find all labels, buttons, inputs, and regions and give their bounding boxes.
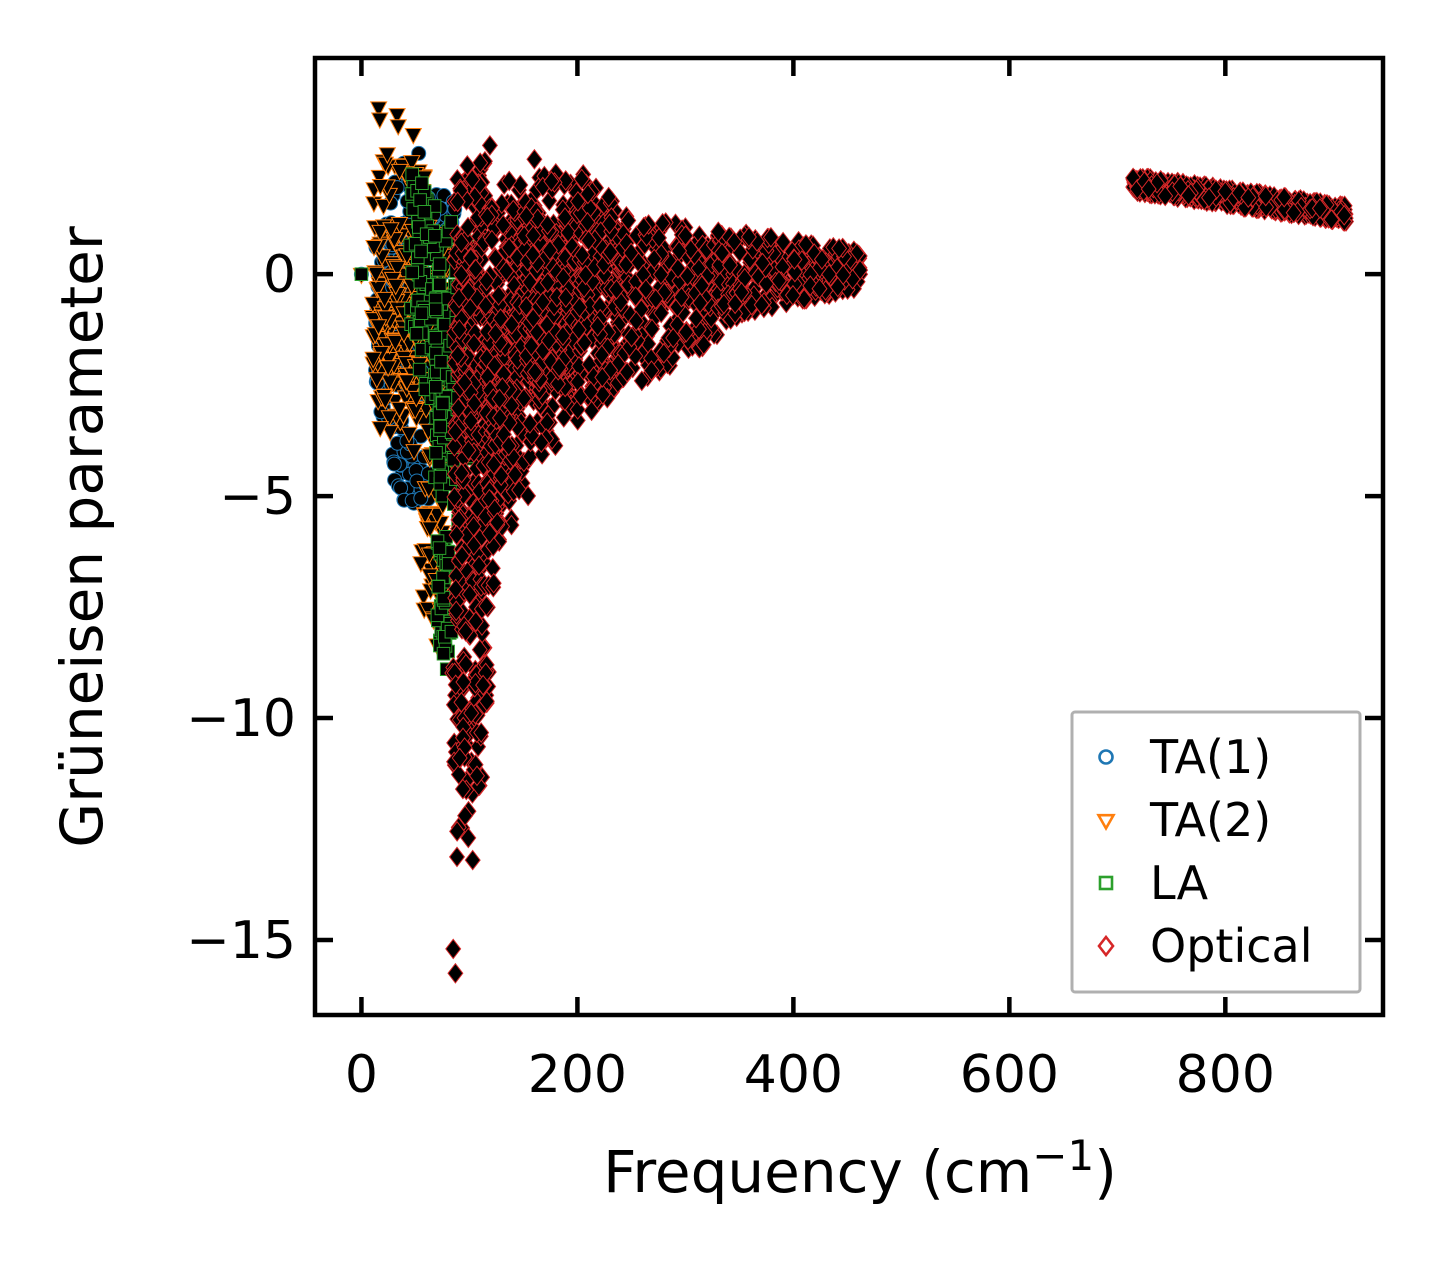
data-point [434,488,451,504]
data-point [432,276,448,292]
data-point [431,540,448,556]
data-point [428,445,444,461]
data-point [413,243,429,260]
legend-marker-optical-diamond-icon [1097,934,1115,958]
tick-marks [315,58,1383,1015]
axes-frame [312,55,1386,1018]
data-point [411,361,428,378]
data-point [412,192,428,208]
data-point [416,204,433,220]
data-point [444,937,463,960]
x-axis-label: Frequency (cm−1) [603,1131,1117,1206]
y-tick-label: −10 [186,689,296,749]
data-point [353,266,370,282]
legend-marker-ta2-triangle-icon [1096,813,1116,832]
y-axis-label: Grüneisen parameter [48,226,116,848]
x-tick-labels: 0 200 400 600 800 [345,1045,1275,1105]
legend: TA(1) TA(2) LA Optical [1070,710,1362,994]
y-tick-label: −5 [219,467,296,527]
data-point [403,127,423,146]
data-point [413,305,430,321]
data-point [388,118,408,137]
data-point [431,256,448,272]
data-point [430,579,446,595]
data-point [435,646,452,662]
data-point [404,264,420,281]
legend-label-ta2: TA(2) [1149,793,1271,847]
data-point [463,849,482,872]
x-tick-label: 800 [1176,1045,1275,1105]
y-tick-label: −15 [186,911,296,971]
data-point [428,301,444,317]
legend-label-ta1: TA(1) [1149,730,1271,784]
legend-label-optical: Optical [1150,919,1312,973]
x-tick-label: 400 [744,1045,843,1105]
data-point [446,962,465,985]
data-point [432,418,448,435]
y-tick-labels: 0 −5 −10 −15 [186,245,296,971]
x-tick-label: 0 [345,1045,378,1105]
data-point [427,330,444,346]
x-tick-label: 200 [528,1045,627,1105]
data-point [428,379,444,395]
data-point [392,479,410,497]
data-point [525,148,544,171]
legend-box [1070,710,1362,994]
legend-label-la: LA [1150,856,1209,910]
y-tick-label: 0 [263,245,296,305]
data-point [427,228,443,244]
data-point [385,455,403,473]
data-point [408,326,425,342]
x-tick-label: 600 [960,1045,1059,1105]
data-point [432,469,449,485]
legend-marker-la-square-icon [1098,875,1114,891]
data-point [448,845,466,868]
legend-marker-ta1-circle-icon [1098,749,1114,765]
data-point [370,111,390,130]
data-point [435,395,451,412]
data-point [414,175,430,191]
data-point [433,354,449,370]
